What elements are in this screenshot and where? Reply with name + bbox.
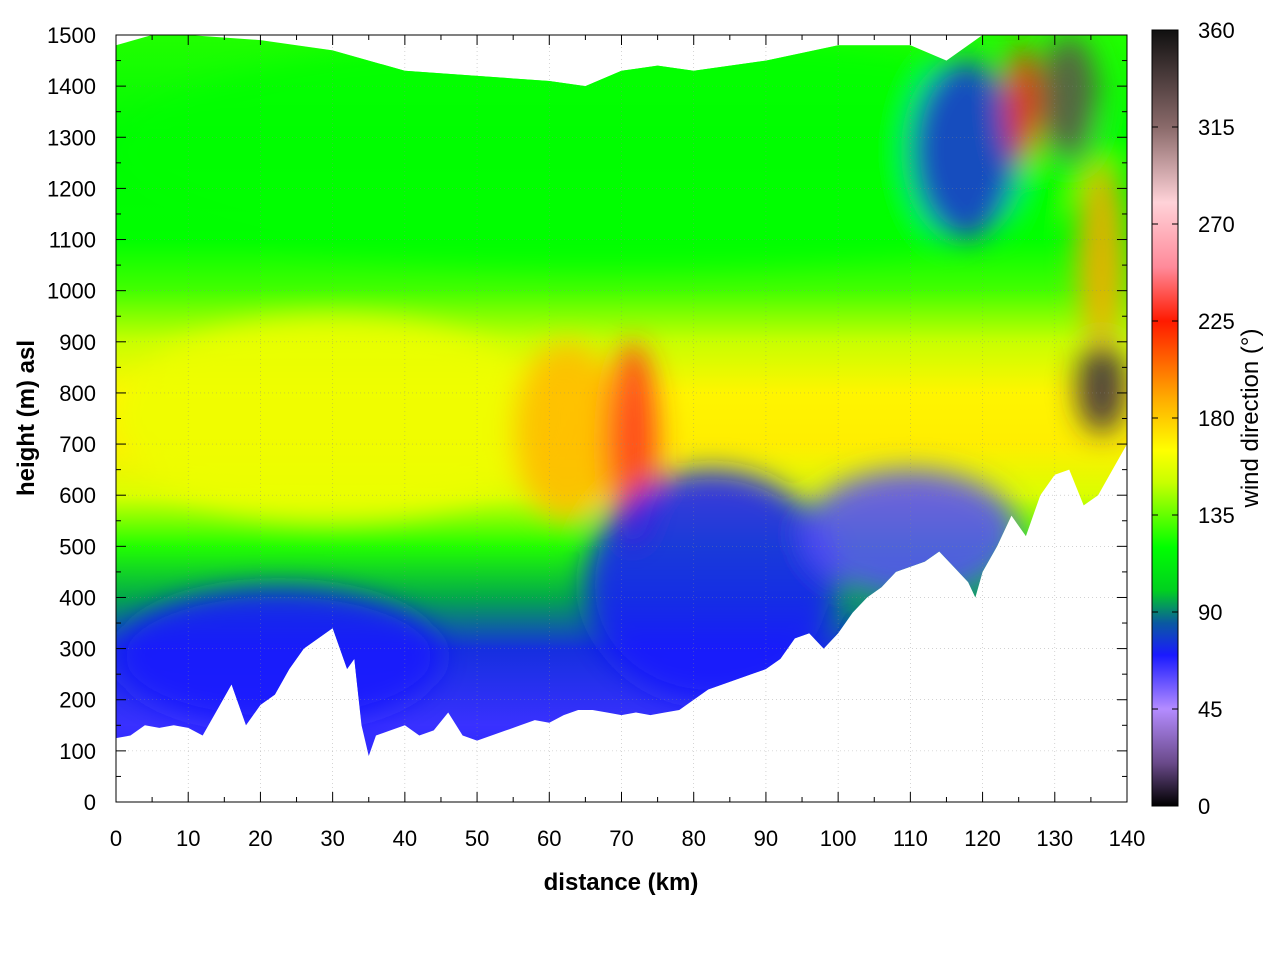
y-tick-label: 100 (59, 739, 96, 764)
x-axis-title: distance (km) (544, 869, 699, 896)
colorbar-ticks: 0 45 90 135 180 225 270 315 360 (1152, 18, 1235, 819)
x-tick-label: 70 (609, 826, 633, 851)
y-axis-title: height (m) asl (13, 340, 40, 496)
field-region (116, 35, 1127, 266)
colorbar-title: wind direction (°) (1237, 329, 1264, 509)
x-tick-label: 50 (465, 826, 489, 851)
x-tick-label: 120 (964, 826, 1001, 851)
colorbar-tick-label: 360 (1198, 18, 1235, 43)
colorbar-tick-label: 225 (1198, 309, 1235, 334)
x-tick-label: 100 (820, 826, 857, 851)
field-region (585, 469, 839, 700)
x-tick-label: 80 (681, 826, 705, 851)
y-tick-label: 1300 (47, 125, 96, 150)
colorbar-tick-label: 135 (1198, 503, 1235, 528)
y-tick-label: 1100 (49, 228, 96, 253)
colorbar: 0 45 90 135 180 225 270 315 360 wind direction (… (1151, 18, 1264, 819)
y-tick-label: 1000 (47, 279, 96, 304)
colorbar-tick-label: 45 (1198, 697, 1222, 722)
colorbar-tick-label: 315 (1198, 115, 1235, 140)
y-tick-label: 800 (59, 381, 96, 406)
y-tick-label: 500 (59, 534, 96, 559)
field-region (1040, 35, 1099, 163)
field-region (116, 316, 550, 521)
colorbar-tick-label: 0 (1198, 794, 1210, 819)
x-tick-label: 30 (320, 826, 344, 851)
x-tick-label: 20 (248, 826, 272, 851)
x-tick-label: 60 (537, 826, 561, 851)
field-region (1076, 162, 1127, 342)
field-region (513, 341, 622, 521)
colorbar-tick-label: 270 (1198, 212, 1235, 237)
field-regions (116, 35, 1127, 726)
y-tick-label: 900 (59, 330, 96, 355)
x-tick-label: 110 (893, 826, 928, 851)
x-tick-label: 40 (393, 826, 417, 851)
grid (116, 35, 1127, 802)
field-region (1076, 341, 1127, 434)
x-tick-label: 130 (1036, 826, 1073, 851)
y-tick-label: 1400 (47, 74, 96, 99)
x-tick-label: 0 (110, 826, 122, 851)
field-region (802, 469, 1019, 598)
x-tick-label: 10 (176, 826, 200, 851)
x-tick-label: 140 (1109, 826, 1146, 851)
colorbar-tick-label: 180 (1198, 406, 1235, 431)
colorbar-tick-label: 90 (1198, 600, 1222, 625)
y-tick-label: 400 (59, 585, 96, 610)
field-region (910, 60, 1019, 240)
field-region (1004, 45, 1041, 163)
y-tick-label: 0 (84, 790, 96, 815)
y-tick-label: 200 (59, 688, 96, 713)
y-tick-label: 1200 (47, 176, 96, 201)
plot-area: 0 10 20 30 40 50 60 70 80 90 100 110 120 130 140 0 100 2… (47, 23, 1145, 851)
y-tick-label: 1500 (47, 23, 96, 48)
y-tick-label: 600 (59, 483, 96, 508)
y-axis: 0 100 200 300 400 500 600 700 800 900 1000 1100 1200… (47, 23, 1127, 815)
field-region (116, 587, 441, 726)
x-axis: 0 10 20 30 40 50 60 70 80 90 100 110 120 130 140 (110, 35, 1145, 851)
x-tick-label: 90 (754, 826, 778, 851)
y-tick-label: 700 (59, 432, 96, 457)
y-tick-label: 300 (59, 637, 96, 662)
